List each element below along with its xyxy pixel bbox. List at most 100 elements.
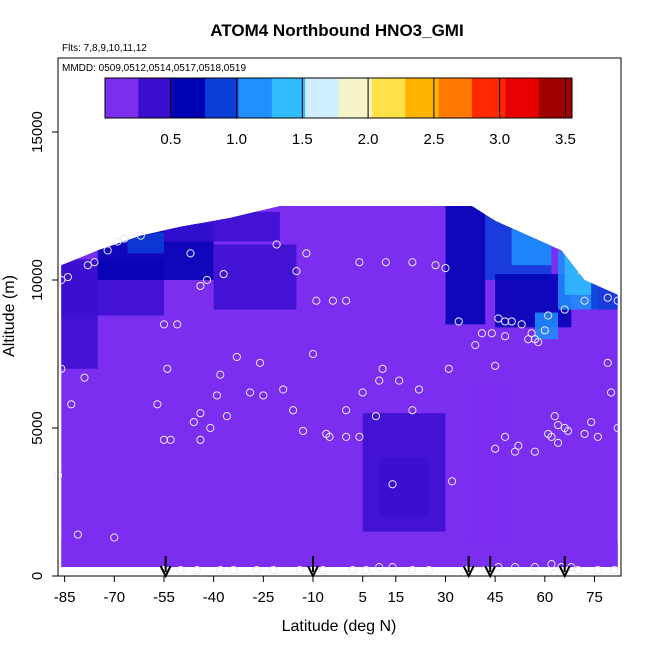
sample-point [375, 376, 384, 385]
sample-point [216, 565, 225, 575]
sample-point [103, 246, 112, 255]
sample-point [530, 563, 539, 572]
colorbar-swatch [438, 78, 473, 118]
sample-point [159, 320, 169, 329]
sample-point [580, 429, 589, 439]
sample-point [494, 314, 503, 323]
colorbar-tick-label: 3.0 [489, 131, 510, 148]
heatmap-field [61, 206, 618, 568]
y-tick-label: 5000 [29, 411, 46, 444]
sample-point [606, 388, 616, 397]
x-tick-label: 60 [536, 589, 553, 606]
colorbar-tick-label: 1.0 [226, 131, 247, 148]
x-tick-label: -85 [54, 589, 76, 606]
sample-point [255, 358, 265, 367]
sample-point [560, 305, 569, 314]
sample-point [328, 296, 337, 305]
sample-point [527, 329, 536, 338]
sample-point [530, 447, 539, 456]
sample-point [229, 565, 238, 575]
sample-point [269, 565, 278, 575]
sample-point [547, 432, 556, 441]
sample-point [279, 385, 288, 394]
sample-point [308, 349, 318, 359]
x-tick-label: 5 [359, 589, 367, 606]
sample-point [378, 364, 387, 373]
sample-point [371, 412, 381, 421]
heatmap-cell [127, 232, 164, 254]
sample-point [252, 565, 261, 575]
sample-point [113, 237, 122, 246]
sample-point [567, 563, 576, 572]
sample-point [573, 565, 583, 575]
colorbar-swatch [205, 78, 239, 118]
sample-point [90, 258, 99, 267]
sample-point [593, 565, 602, 575]
heatmap-cell [564, 244, 592, 295]
colorbar-swatch [238, 78, 273, 118]
heatmap-cell [213, 244, 297, 310]
sample-point [192, 565, 202, 575]
heatmap-cell [61, 540, 618, 568]
sample-point [342, 432, 351, 441]
sample-point [120, 234, 129, 243]
sample-point [593, 432, 602, 441]
sample-point [259, 391, 268, 400]
sample-point [580, 296, 589, 305]
chart-title: ATOM4 Northbound HNO3_GMI [210, 21, 463, 40]
sample-point [553, 438, 563, 447]
heatmap-cell [534, 312, 559, 340]
colorbar-tick-label: 2.5 [423, 131, 444, 148]
colorbar: 0.5 1.0 1.5 2.0 2.5 3.0 3.5 [104, 77, 576, 148]
sample-point [136, 231, 145, 240]
sample-point [196, 409, 205, 418]
x-tick-label: 75 [586, 589, 603, 606]
sample-point [186, 249, 195, 258]
sample-point [448, 477, 457, 486]
sample-point [414, 385, 424, 394]
sample-point [325, 432, 334, 441]
x-axis: -85 -70 -55 -40 -25 -10 5 15 30 45 60 75 [54, 576, 603, 606]
sample-point [216, 370, 225, 379]
colorbar-tick-label: 3.5 [555, 131, 576, 148]
sample-point [500, 332, 510, 341]
heatmap-cell [445, 206, 486, 325]
sample-point [176, 565, 185, 575]
sample-point [395, 376, 404, 385]
sample-point [342, 406, 351, 415]
sample-point [289, 406, 298, 415]
sample-point [540, 326, 549, 335]
sample-point [381, 258, 390, 267]
colorbar-swatch [471, 78, 506, 118]
x-tick-label: -55 [153, 589, 175, 606]
heatmap-cell [471, 383, 506, 547]
sample-point [603, 293, 612, 302]
x-tick-label: -70 [103, 589, 125, 606]
sample-point [610, 565, 619, 575]
sample-point [80, 373, 89, 382]
sample-point [517, 320, 526, 329]
sample-point [491, 444, 500, 453]
sample-point [302, 249, 311, 258]
plot-frame [57, 57, 622, 577]
colorbar-swatch [371, 78, 406, 118]
heatmap-cell [163, 211, 280, 242]
y-tick-label: 0 [29, 572, 46, 580]
colorbar-swatch [305, 78, 339, 118]
sample-point [212, 391, 222, 400]
x-tick-label: 15 [387, 589, 404, 606]
colorbar-frame [104, 77, 573, 119]
sample-point [245, 388, 255, 397]
sample-point [500, 317, 510, 326]
sample-point [431, 261, 440, 270]
sample-point [163, 364, 172, 373]
sample-point [272, 240, 281, 249]
sample-point [110, 533, 119, 542]
sample-point [408, 565, 417, 575]
sample-point [83, 261, 92, 270]
sample-point [471, 341, 480, 350]
sample-point [358, 388, 367, 397]
x-tick-label: 30 [437, 589, 454, 606]
sample-point [63, 272, 73, 282]
